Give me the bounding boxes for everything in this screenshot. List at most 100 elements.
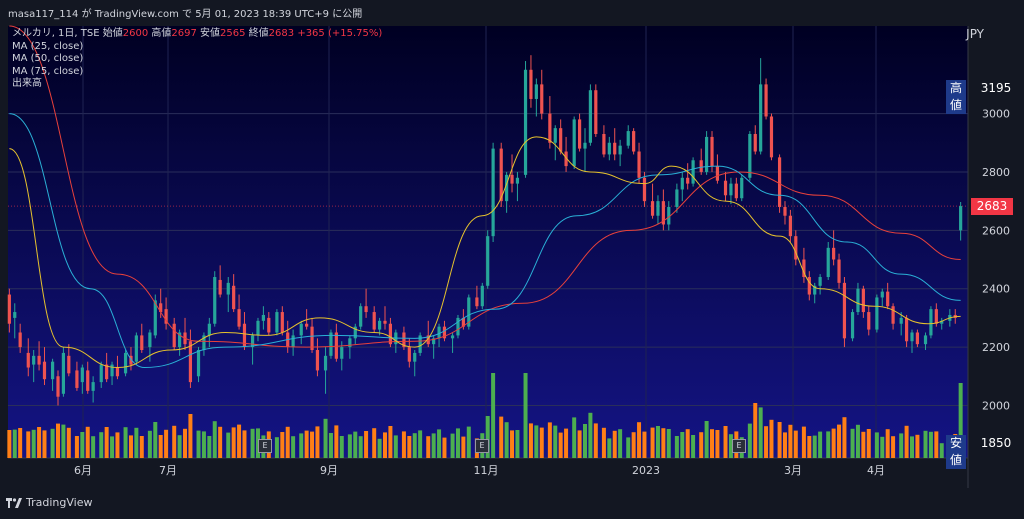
candle-body <box>910 332 914 342</box>
candle-body <box>202 335 206 350</box>
candle-body <box>959 206 963 231</box>
volume-bar <box>461 436 466 458</box>
earnings-icon[interactable]: E <box>258 439 272 453</box>
last-price-tag: 2683 <box>971 197 1013 215</box>
volume-bar <box>661 428 666 458</box>
volume-bar <box>650 427 655 458</box>
candle-body <box>461 317 465 327</box>
candle-body <box>940 320 944 324</box>
candle-body <box>856 288 860 313</box>
volume-bar <box>31 429 36 458</box>
ma50-line <box>9 113 961 369</box>
candle-body <box>764 84 768 117</box>
site-name[interactable]: TradingView.com <box>94 9 179 20</box>
volume-bar <box>807 436 812 458</box>
indicator-ma75[interactable]: MA (75, close) <box>12 65 84 77</box>
volume-bar <box>226 432 231 458</box>
candle-body <box>564 151 568 167</box>
volume-bar <box>485 416 490 458</box>
candle-body <box>729 183 733 196</box>
volume-bar <box>904 425 909 458</box>
candle-body <box>613 142 617 155</box>
candle-body <box>467 297 471 327</box>
volume-bar <box>364 431 369 458</box>
publisher-name[interactable]: masa117_114 <box>8 9 79 20</box>
volume-bar <box>407 436 412 458</box>
volume-bar <box>401 431 406 458</box>
candle-body <box>305 323 309 327</box>
volume-bar <box>504 422 509 458</box>
candle-body <box>915 332 920 345</box>
symbol-label[interactable]: メルカリ, 1日, TSE <box>12 28 100 39</box>
candle-body <box>904 317 909 342</box>
volume-bar <box>339 436 344 458</box>
volume-bar <box>177 435 182 458</box>
candle-body <box>618 145 622 155</box>
volume-bar <box>55 423 60 458</box>
candle-body <box>675 189 679 207</box>
volume-bar <box>134 427 139 458</box>
earnings-icon[interactable]: E <box>475 439 489 453</box>
volume-bar <box>642 431 647 458</box>
volume-bar <box>534 425 539 458</box>
candle-body <box>548 113 552 143</box>
candle-body <box>432 338 436 345</box>
time-tick-label: 7月 <box>159 464 177 477</box>
volume-bar <box>685 429 690 458</box>
candle-body <box>153 300 157 336</box>
volume-bar <box>850 428 855 458</box>
candle-body <box>534 84 538 99</box>
open-value: 2600 <box>122 28 149 39</box>
volume-bar <box>291 436 296 458</box>
candle-body <box>850 312 855 339</box>
volume-bar <box>147 430 152 458</box>
volume-bar <box>607 438 612 458</box>
indicator-ma25[interactable]: MA (25, close) <box>12 40 84 52</box>
close-value: 2683 <box>268 28 295 39</box>
volume-bar <box>18 428 23 458</box>
volume-bar <box>353 431 358 458</box>
candle-body <box>388 323 393 345</box>
candle-body <box>861 288 865 313</box>
volume-bar <box>310 431 315 458</box>
volume-bar <box>704 421 709 458</box>
candle-body <box>213 277 217 324</box>
low-marker-value: 1850 <box>980 436 1012 450</box>
ohlc-row: メルカリ, 1日, TSE 始値2600 高値2697 安値2565 終値268… <box>12 28 382 41</box>
earnings-icon[interactable]: E <box>732 439 746 453</box>
candle-body <box>207 323 211 336</box>
volume-bar <box>699 432 704 458</box>
volume-bar <box>123 427 128 458</box>
high-marker: 高値 3195 <box>945 80 1024 114</box>
ma75-line <box>9 25 961 348</box>
volume-bar <box>593 423 598 458</box>
volume-bar <box>874 432 879 458</box>
candle-body <box>867 312 871 330</box>
candle-body <box>7 294 11 324</box>
candle-body <box>572 119 576 167</box>
indicator-volume[interactable]: 出来高 <box>12 78 42 89</box>
indicator-ma50[interactable]: MA (50, close) <box>12 53 84 64</box>
volume-bar <box>231 427 236 458</box>
close-label: 終値 <box>248 28 269 39</box>
price-axis-area <box>968 26 1024 458</box>
price-tick-label: 2600 <box>982 224 1010 237</box>
candle-body <box>426 335 430 345</box>
tradingview-logo[interactable]: TradingView <box>6 496 92 509</box>
candle-body <box>734 183 738 199</box>
candle-body <box>86 370 90 391</box>
candle-body <box>359 306 363 327</box>
volume-bar <box>139 436 144 458</box>
candle-body <box>91 382 95 391</box>
volume-bar <box>793 430 798 458</box>
candle-body <box>753 134 757 152</box>
low-marker: 安値 1850 <box>945 435 1024 469</box>
candle-body <box>129 355 133 365</box>
candle-body <box>934 309 938 324</box>
candle-body <box>748 134 752 178</box>
header-connector-1: が <box>81 9 92 20</box>
currency-label: JPY <box>966 27 984 41</box>
candle-body <box>875 297 879 330</box>
volume-bar <box>388 426 393 458</box>
